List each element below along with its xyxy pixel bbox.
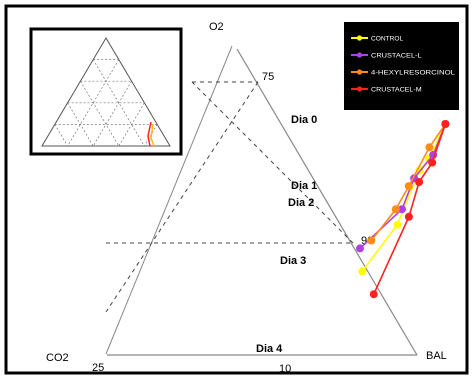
inset-grid-line xyxy=(54,124,68,147)
legend-label-1: CONTROL xyxy=(371,36,404,43)
series-4-point-1 xyxy=(428,158,437,167)
day-labels: Dia 0 Dia 1 Dia 2 Dia 3 Dia 4 xyxy=(256,114,317,355)
series-2-point-3 xyxy=(398,205,406,214)
inset-highlight-red xyxy=(147,121,152,147)
series-4-point-2 xyxy=(415,178,424,186)
axis-label-top: O2 xyxy=(209,21,224,33)
series-4-point-0 xyxy=(441,120,450,128)
legend-items: CONTROL CRUSTACEL-L 4-HEXYLRESORCINOL CRUST… xyxy=(351,35,455,94)
inset-grid-line xyxy=(92,59,145,147)
legend-box xyxy=(344,22,459,110)
grid-line-co2-25 xyxy=(105,81,259,313)
main-triangle xyxy=(105,45,418,356)
series-4-point-4 xyxy=(369,290,378,299)
inset-overview xyxy=(29,27,183,156)
grid-line-co2-10 xyxy=(191,81,354,244)
series-3-point-3 xyxy=(391,205,400,214)
axis-label-left: CO2 xyxy=(46,352,69,364)
tick-label-co2-25: 25 xyxy=(92,362,104,374)
series-3-point-1 xyxy=(425,143,434,152)
inset-grid-line xyxy=(67,59,120,147)
legend-marker-4 xyxy=(356,86,363,92)
inset-highlight-yellow xyxy=(150,123,155,147)
legend-label-2: CRUSTACEL-L xyxy=(371,53,422,60)
series-3-point-4 xyxy=(367,236,376,245)
series-layer xyxy=(356,120,450,299)
left-axis xyxy=(105,45,233,355)
inset-grid-line xyxy=(80,81,120,147)
day-label-0: Dia 0 xyxy=(291,114,317,126)
tick-label-o2-75: 75 xyxy=(262,71,274,83)
axis-label-right: BAL xyxy=(426,350,447,362)
day-label-4: Dia 4 xyxy=(256,343,283,355)
legend-label-4: CRUSTACEL-M xyxy=(371,87,422,94)
legend-label-3: 4-HEXYLRESORCINOL xyxy=(371,70,455,77)
series-2-point-4 xyxy=(356,244,364,253)
series-4-point-3 xyxy=(404,212,413,221)
grid-lines xyxy=(105,81,354,313)
series-1-point-3 xyxy=(393,220,402,229)
right-axis xyxy=(236,48,418,356)
legend-marker-1 xyxy=(356,35,363,41)
legend: CONTROL CRUSTACEL-L 4-HEXYLRESORCINOL CRUST… xyxy=(344,22,459,110)
series-1-point-4 xyxy=(358,267,367,276)
inset-border xyxy=(29,27,183,156)
tick-label-co2-10: 10 xyxy=(279,363,291,375)
day-label-2: Dia 2 xyxy=(288,197,314,209)
day-label-3: Dia 3 xyxy=(280,255,306,267)
series-3-point-2 xyxy=(404,182,413,191)
inset-grid xyxy=(54,59,158,147)
inset-triangle xyxy=(41,37,171,147)
inset-grid-line xyxy=(92,81,132,147)
day-label-1: Dia 1 xyxy=(291,180,317,192)
legend-marker-2 xyxy=(356,52,363,58)
legend-marker-3 xyxy=(356,69,363,75)
